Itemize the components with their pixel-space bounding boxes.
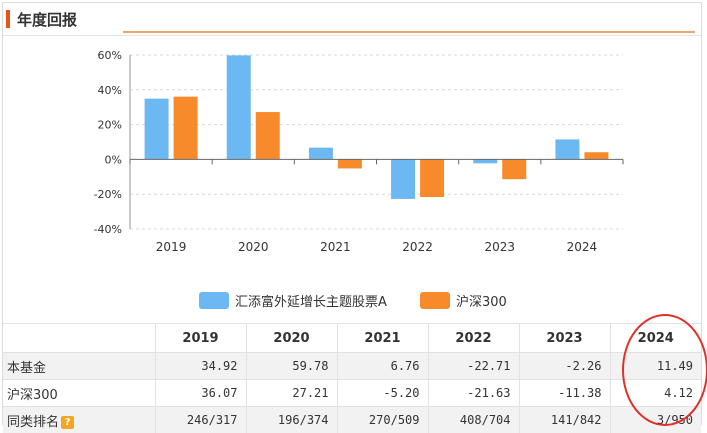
y-tick-label: 40% bbox=[98, 84, 122, 97]
panel-header: 年度回报 bbox=[3, 3, 701, 36]
legend-swatch-fund bbox=[199, 292, 229, 309]
table-header-year: 2023 bbox=[519, 324, 610, 353]
bar-index bbox=[338, 159, 362, 168]
x-tick-label: 2023 bbox=[484, 240, 515, 254]
legend-label-index: 沪深300 bbox=[456, 291, 507, 310]
bar-fund bbox=[391, 159, 415, 199]
table-cell: 270/509 bbox=[337, 407, 428, 433]
table-header-year: 2024 bbox=[610, 324, 701, 353]
legend-item-index[interactable]: 沪深300 bbox=[420, 290, 507, 310]
row-label-cell: 同类排名? bbox=[3, 407, 155, 433]
bar-index bbox=[584, 152, 608, 159]
annual-return-table: 2019 2020 2021 2022 2023 2024 本基金 34.92 … bbox=[3, 323, 701, 433]
bar-fund bbox=[555, 139, 579, 159]
table-cell: 59.78 bbox=[246, 353, 337, 380]
legend-item-fund[interactable]: 汇添富外延增长主题股票A bbox=[199, 290, 387, 310]
y-tick-label: 20% bbox=[98, 119, 122, 132]
y-tick-label: -40% bbox=[94, 223, 122, 236]
panel-title: 年度回报 bbox=[17, 9, 77, 30]
table-header-year: 2021 bbox=[337, 324, 428, 353]
bar-fund bbox=[309, 148, 333, 160]
table-header-row: 2019 2020 2021 2022 2023 2024 bbox=[3, 324, 701, 353]
bar-index bbox=[256, 112, 280, 159]
table-cell: 4.12 bbox=[610, 380, 701, 407]
x-tick-label: 2021 bbox=[320, 240, 351, 254]
table-cell: 196/374 bbox=[246, 407, 337, 433]
y-tick-label: 60% bbox=[98, 49, 122, 62]
x-tick-label: 2020 bbox=[238, 240, 269, 254]
table-row-peer-rank: 同类排名? 246/317 196/374 270/509 408/704 14… bbox=[3, 407, 701, 433]
x-tick-label: 2019 bbox=[156, 240, 187, 254]
table-cell: -11.38 bbox=[519, 380, 610, 407]
x-tick-label: 2022 bbox=[402, 240, 433, 254]
table-row-fund: 本基金 34.92 59.78 6.76 -22.71 -2.26 11.49 bbox=[3, 353, 701, 380]
y-tick-label: 0% bbox=[105, 153, 122, 166]
bar-fund bbox=[227, 55, 251, 159]
table-cell: 36.07 bbox=[155, 380, 246, 407]
table-cell: -22.71 bbox=[428, 353, 519, 380]
table-cell: -2.26 bbox=[519, 353, 610, 380]
row-label: 同类排名 bbox=[7, 415, 59, 430]
y-tick-label: -20% bbox=[94, 188, 122, 201]
table-cell: -21.63 bbox=[428, 380, 519, 407]
table-cell: 34.92 bbox=[155, 353, 246, 380]
row-label: 沪深300 bbox=[3, 380, 155, 407]
bar-index bbox=[174, 97, 198, 160]
table-cell: 6.76 bbox=[337, 353, 428, 380]
table-header-blank bbox=[3, 324, 155, 353]
bar-index bbox=[420, 159, 444, 197]
table-cell: 11.49 bbox=[610, 353, 701, 380]
header-rule bbox=[123, 31, 695, 33]
table-header-year: 2019 bbox=[155, 324, 246, 353]
table-row-index: 沪深300 36.07 27.21 -5.20 -21.63 -11.38 4.… bbox=[3, 380, 701, 407]
legend-swatch-index bbox=[420, 292, 450, 309]
table-header-year: 2022 bbox=[428, 324, 519, 353]
bar-index bbox=[502, 159, 526, 179]
table-cell: -5.20 bbox=[337, 380, 428, 407]
legend-label-fund: 汇添富外延增长主题股票A bbox=[235, 291, 387, 310]
table-cell: 246/317 bbox=[155, 407, 246, 433]
table-cell: 408/704 bbox=[428, 407, 519, 433]
row-label: 本基金 bbox=[3, 353, 155, 380]
table-cell: 141/842 bbox=[519, 407, 610, 433]
table-cell: 3/950 bbox=[610, 407, 701, 433]
chart-legend: 汇添富外延增长主题股票A 沪深300 bbox=[3, 290, 701, 312]
x-tick-label: 2024 bbox=[567, 240, 598, 254]
table-cell: 27.21 bbox=[246, 380, 337, 407]
bar-fund bbox=[145, 99, 169, 160]
header-accent-bar bbox=[6, 10, 10, 28]
bar-fund bbox=[473, 159, 497, 163]
annual-return-chart: 60% 40% 20% 0% -20% -40% 2019 2020 2021 2022 2023 2… bbox=[3, 35, 701, 290]
table-header-year: 2020 bbox=[246, 324, 337, 353]
